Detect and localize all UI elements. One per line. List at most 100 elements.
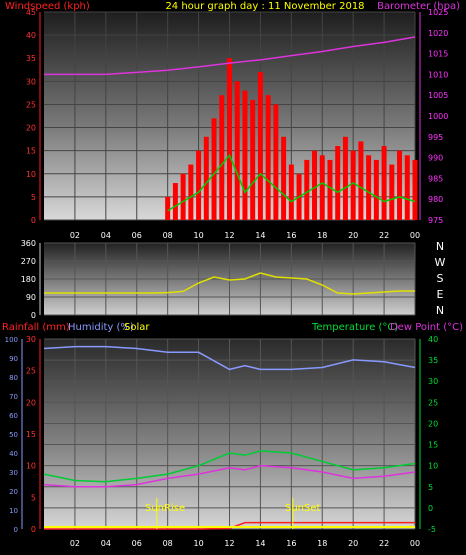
- windspeed-tick-label: 0: [31, 216, 36, 225]
- wind-bar: [250, 99, 256, 220]
- windspeed-tick-label: 25: [26, 100, 36, 109]
- chart-title: 24 hour graph day : 11 November 2018: [165, 1, 364, 12]
- humidity-tick-label: 0: [14, 526, 18, 534]
- temperature-tick-label: 40: [428, 335, 438, 344]
- windspeed-tick-label: 40: [26, 31, 36, 40]
- humidity-tick-label: 70: [9, 393, 18, 401]
- wind-bar: [219, 95, 225, 220]
- direction-tick-label: 270: [21, 257, 36, 266]
- bottom-x-tick-label: 10: [193, 539, 203, 548]
- compass-label: E: [437, 288, 444, 301]
- temperature-tick-label: -5: [428, 525, 436, 534]
- bottom-marks: [43, 345, 416, 530]
- rainfall-tick-label: 20: [26, 398, 36, 407]
- wind-bar: [265, 95, 271, 220]
- top-x-tick-label: 22: [379, 231, 389, 240]
- wind-bar: [366, 155, 372, 220]
- rainfall-line: [44, 521, 415, 530]
- solar-header: Solar: [124, 322, 150, 333]
- bottom-x-tick-label: 20: [348, 539, 358, 548]
- top-x-tick-label: 14: [255, 231, 265, 240]
- humidity-tick-label: 80: [9, 374, 18, 382]
- wind-bar: [358, 141, 364, 220]
- sunset-label: SunSet: [285, 503, 321, 514]
- dewpoint-header: Dew Point (°C): [390, 322, 463, 333]
- rainfall-tick-label: 5: [31, 493, 36, 502]
- windspeed-tick-label: 15: [26, 147, 36, 156]
- barometer-tick-label: 995: [428, 133, 443, 142]
- windspeed-tick-label: 5: [31, 193, 36, 202]
- temperature-tick-label: 15: [428, 441, 438, 450]
- wind-bar: [172, 183, 178, 220]
- top-x-tick-label: 04: [101, 231, 111, 240]
- wind-bar: [242, 90, 248, 220]
- wind-bar: [288, 164, 294, 220]
- temperature-line: [43, 450, 416, 483]
- direction-tick-label: 90: [26, 293, 36, 302]
- humidity-tick-label: 10: [9, 507, 18, 515]
- sunrise-label: SunRise: [145, 503, 185, 514]
- wind-bar: [165, 196, 171, 220]
- compass-label: W: [435, 256, 446, 269]
- temperature-tick-label: 25: [428, 398, 438, 407]
- wind-bar: [373, 159, 379, 220]
- top-x-tick-label: 00: [410, 231, 420, 240]
- rainfall-tick-label: 15: [26, 430, 36, 439]
- axis-labels: 0510152025303540459759809859909951000100…: [5, 8, 449, 548]
- bottom-x-tick-label: 06: [132, 539, 142, 548]
- windspeed-tick-label: 20: [26, 124, 36, 133]
- wind-bar: [327, 159, 333, 220]
- humidity-tick-label: 20: [9, 488, 18, 496]
- bottom-x-tick-label: 14: [255, 539, 265, 548]
- bottom-x-tick-label: 02: [70, 539, 80, 548]
- barometer-tick-label: 975: [428, 216, 443, 225]
- top-x-tick-label: 18: [317, 231, 327, 240]
- rainfall-tick-label: 0: [31, 525, 36, 534]
- compass-label: N: [436, 304, 444, 317]
- wind-bar: [188, 164, 194, 220]
- bottom-x-tick-label: 00: [410, 539, 420, 548]
- wind-bar: [211, 118, 217, 220]
- top-x-tick-label: 10: [193, 231, 203, 240]
- temperature-tick-label: 20: [428, 419, 438, 428]
- mid-marks: [44, 272, 415, 295]
- wind-bar: [203, 136, 209, 220]
- bottom-x-tick-label: 18: [317, 539, 327, 548]
- humidity-line: [43, 345, 416, 371]
- wind-bar: [397, 150, 403, 220]
- windspeed-tick-label: 30: [26, 77, 36, 86]
- barometer-header: Barometer (hpa): [377, 1, 460, 12]
- compass-label: S: [437, 272, 444, 285]
- temperature-tick-label: 0: [428, 504, 433, 513]
- rainfall-header: Rainfall (mm): [2, 322, 70, 333]
- mid-grid: [44, 242, 416, 316]
- bottom-x-tick-label: 16: [286, 539, 296, 548]
- top-x-tick-label: 02: [70, 231, 80, 240]
- top-x-tick-label: 16: [286, 231, 296, 240]
- humidity-tick-label: 100: [5, 336, 18, 344]
- windspeed-tick-label: 35: [26, 54, 36, 63]
- wind-bar: [312, 150, 318, 220]
- top-x-tick-label: 08: [163, 231, 173, 240]
- wind-bar: [404, 155, 410, 220]
- rainfall-tick-label: 25: [26, 367, 36, 376]
- wind-bar: [227, 58, 232, 220]
- wind-bar: [180, 173, 186, 220]
- dewpoint-line: [43, 464, 416, 488]
- humidity-tick-label: 30: [9, 469, 18, 477]
- barometer-line: [44, 36, 416, 76]
- barometer-tick-label: 1005: [428, 91, 448, 100]
- barometer-tick-label: 980: [428, 195, 443, 204]
- barometer-tick-label: 985: [428, 174, 443, 183]
- wind-bar: [281, 136, 287, 220]
- top-x-tick-label: 20: [348, 231, 358, 240]
- barometer-tick-label: 1010: [428, 70, 448, 79]
- temperature-tick-label: 5: [428, 483, 433, 492]
- bottom-x-tick-label: 04: [101, 539, 111, 548]
- gust-line: [167, 153, 416, 212]
- top-x-tick-label: 12: [224, 231, 234, 240]
- windspeed-tick-label: 45: [26, 8, 36, 17]
- wind-bar: [350, 150, 356, 220]
- wind-bar: [389, 164, 395, 220]
